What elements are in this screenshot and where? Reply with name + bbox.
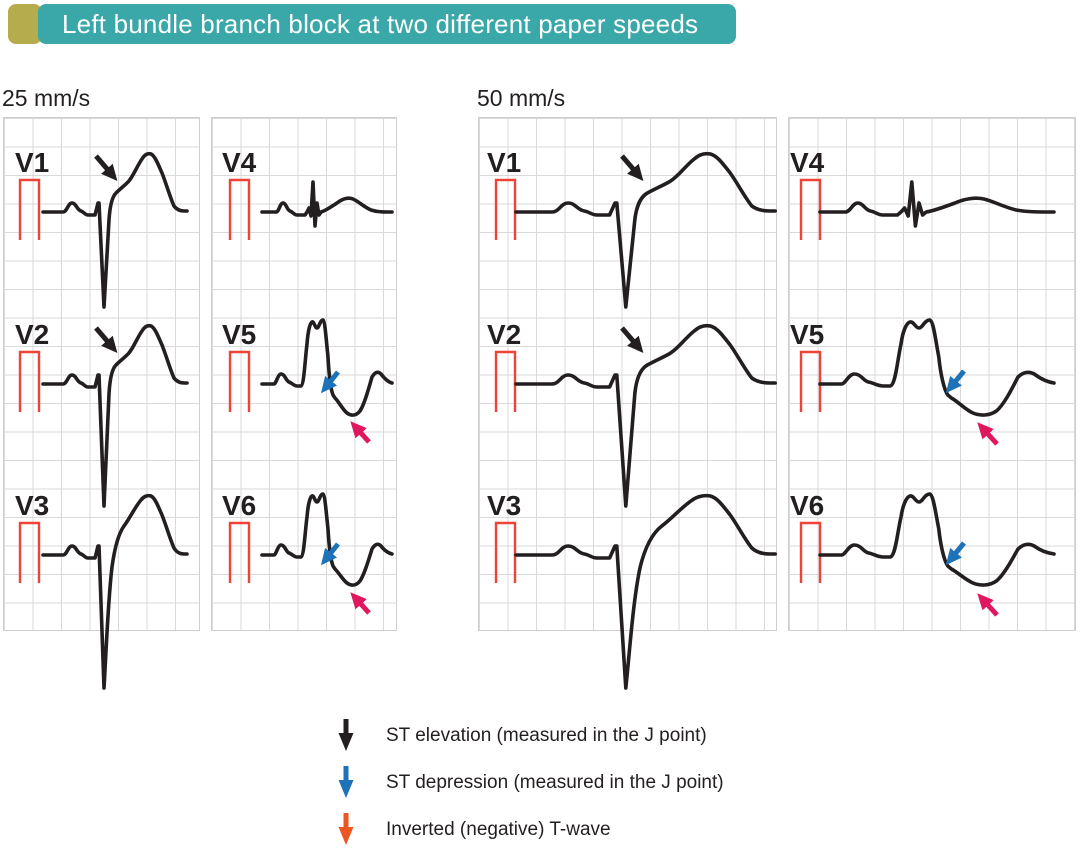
lead-label-v5-50: V5 bbox=[790, 319, 825, 350]
ecg-grid-panel-25mms-v4v5v6 bbox=[211, 117, 397, 631]
lead-label-v5-25: V5 bbox=[222, 319, 257, 350]
lead-label-v4-50: V4 bbox=[790, 147, 825, 178]
lead-label-v6-50: V6 bbox=[790, 490, 825, 521]
lead-label-v1-25: V1 bbox=[15, 147, 50, 178]
title-accent-block bbox=[8, 4, 42, 44]
lead-label-v4-25: V4 bbox=[222, 147, 257, 178]
down-arrow-orange-icon bbox=[338, 812, 354, 845]
lead-label-v3-50: V3 bbox=[487, 490, 522, 521]
lead-label-v2-50: V2 bbox=[487, 319, 522, 350]
title-strip: Left bundle branch block at two differen… bbox=[38, 4, 736, 44]
legend-label-st-elevation: ST elevation (measured in the J point) bbox=[386, 724, 707, 746]
ecg-grid-panel-50mms-v1v2v3 bbox=[478, 117, 777, 631]
figure-title: Left bundle branch block at two differen… bbox=[62, 8, 699, 39]
lead-label-v6-25: V6 bbox=[222, 490, 257, 521]
lead-label-v3-25: V3 bbox=[15, 490, 50, 521]
down-arrow-blue-icon bbox=[338, 765, 354, 798]
legend-row-st-elevation: ST elevation (measured in the J point) bbox=[336, 712, 724, 759]
legend-row-st-depression: ST depression (measured in the J point) bbox=[336, 759, 724, 806]
legend-label-inverted-t-wave: Inverted (negative) T-wave bbox=[386, 818, 611, 840]
legend-label-st-depression: ST depression (measured in the J point) bbox=[386, 771, 724, 793]
legend-row-inverted-t-wave: Inverted (negative) T-wave bbox=[336, 806, 724, 853]
speed-label-25mms: 25 mm/s bbox=[2, 85, 91, 111]
lead-label-v2-25: V2 bbox=[15, 319, 50, 350]
down-arrow-black-icon bbox=[338, 718, 354, 751]
legend: ST elevation (measured in the J point) S… bbox=[336, 712, 724, 853]
speed-label-50mms: 50 mm/s bbox=[477, 85, 566, 111]
ecg-grid-panel-25mms-v1v2v3 bbox=[3, 117, 200, 631]
lead-label-v1-50: V1 bbox=[487, 147, 522, 178]
ecg-grid-panel-50mms-v4v5v6 bbox=[788, 117, 1076, 631]
